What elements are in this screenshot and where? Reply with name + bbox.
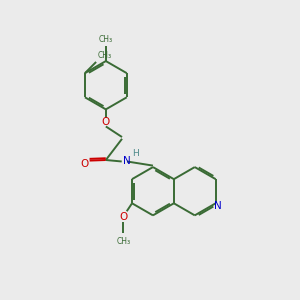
Text: CH₃: CH₃ [97,51,111,60]
Text: O: O [102,117,110,127]
Text: O: O [119,212,127,221]
Text: CH₃: CH₃ [99,35,113,44]
Text: N: N [123,157,131,166]
Text: CH₃: CH₃ [116,237,130,246]
Text: N: N [214,201,222,211]
Text: H: H [132,149,139,158]
Text: O: O [81,159,89,169]
